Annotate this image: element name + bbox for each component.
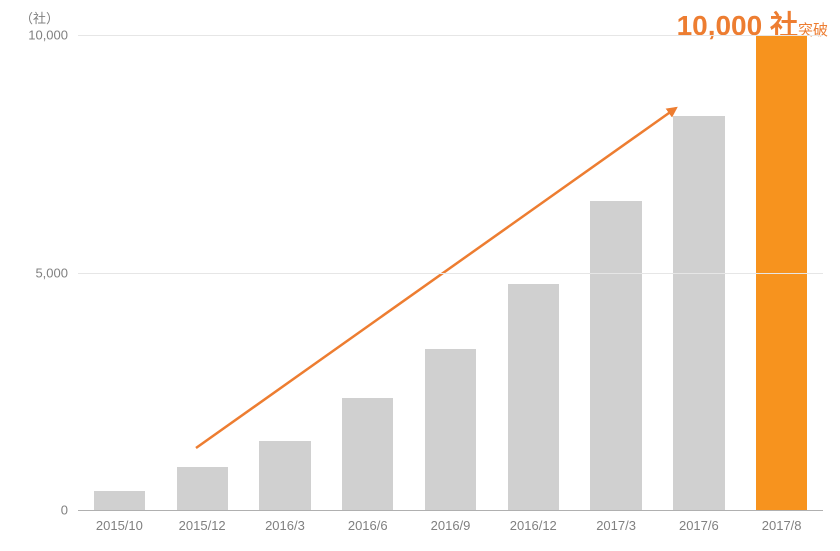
x-tick-label: 2016/12 [492, 518, 575, 533]
bar-chart: （社） 10,000 社突破 05,00010,000 2015/102015/… [0, 0, 840, 551]
x-axis-labels: 2015/102015/122016/32016/62016/92016/122… [78, 518, 823, 533]
y-tick-label: 5,000 [35, 265, 78, 280]
y-axis-unit-label: （社） [20, 8, 59, 27]
gridline [78, 273, 823, 274]
bar [673, 116, 724, 510]
x-tick-label: 2015/10 [78, 518, 161, 533]
bar [94, 491, 145, 510]
x-tick-label: 2015/12 [161, 518, 244, 533]
gridline [78, 35, 823, 36]
bar [342, 398, 393, 510]
x-tick-label: 2016/3 [244, 518, 327, 533]
y-tick-label: 0 [61, 503, 78, 518]
bar [425, 349, 476, 511]
x-tick-label: 2016/6 [326, 518, 409, 533]
x-tick-label: 2017/6 [657, 518, 740, 533]
x-axis-baseline [78, 510, 823, 511]
x-tick-label: 2017/3 [575, 518, 658, 533]
plot-area: 05,00010,000 [78, 35, 823, 510]
x-tick-label: 2016/9 [409, 518, 492, 533]
bar [259, 441, 310, 510]
x-tick-label: 2017/8 [740, 518, 823, 533]
bar [508, 284, 559, 510]
y-tick-label: 10,000 [28, 28, 78, 43]
bar [590, 201, 641, 510]
bar [177, 467, 228, 510]
